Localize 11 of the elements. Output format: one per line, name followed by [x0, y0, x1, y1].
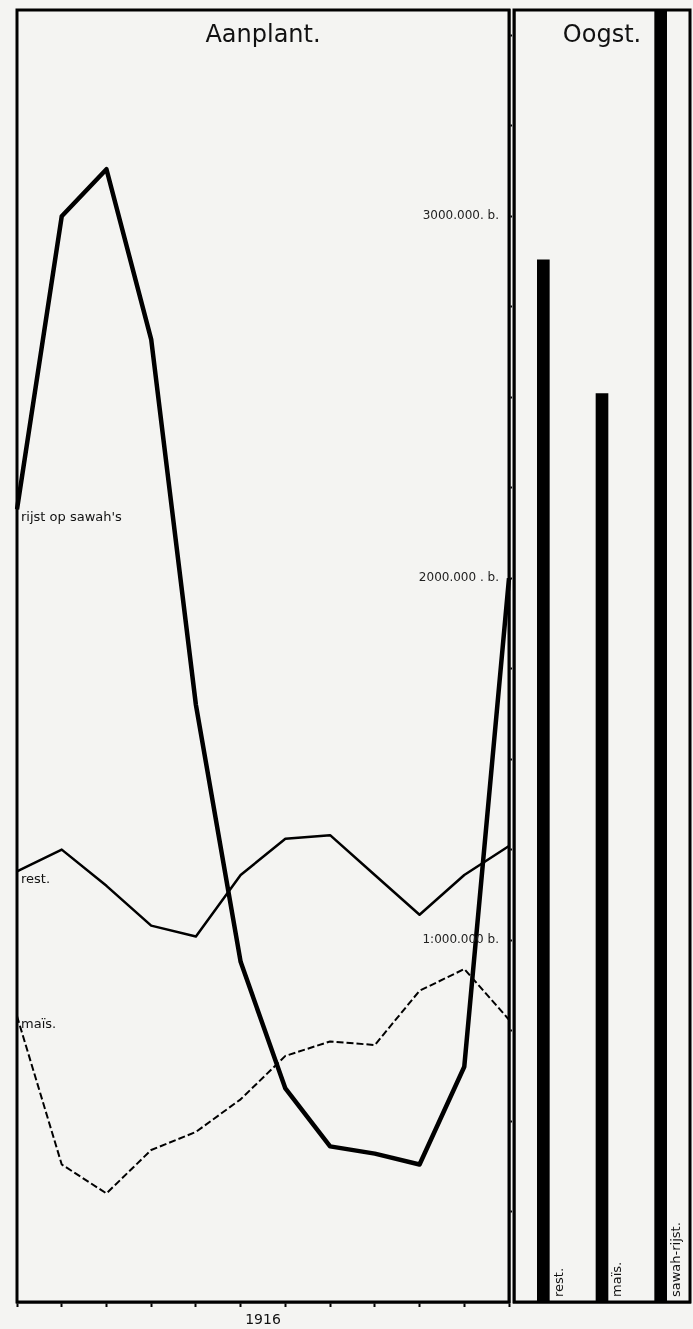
series-label: rijst op sawah's [21, 509, 123, 525]
text: Oogst. [562, 20, 642, 49]
y-tick-label: 2000.000 . b. [418, 570, 499, 585]
y-tick-label: 3000.000. b. [422, 208, 499, 223]
text: Aanplant. [205, 20, 321, 49]
x-tick-label: maïs. [609, 1261, 625, 1297]
x-tick-label: sawah-rijst. [668, 1222, 684, 1297]
series-label: maïs. [21, 1015, 57, 1031]
x-tick-label: rest. [550, 1267, 566, 1297]
series-label: rest. [21, 871, 51, 887]
x-axis-title: 1916 [245, 1311, 281, 1328]
